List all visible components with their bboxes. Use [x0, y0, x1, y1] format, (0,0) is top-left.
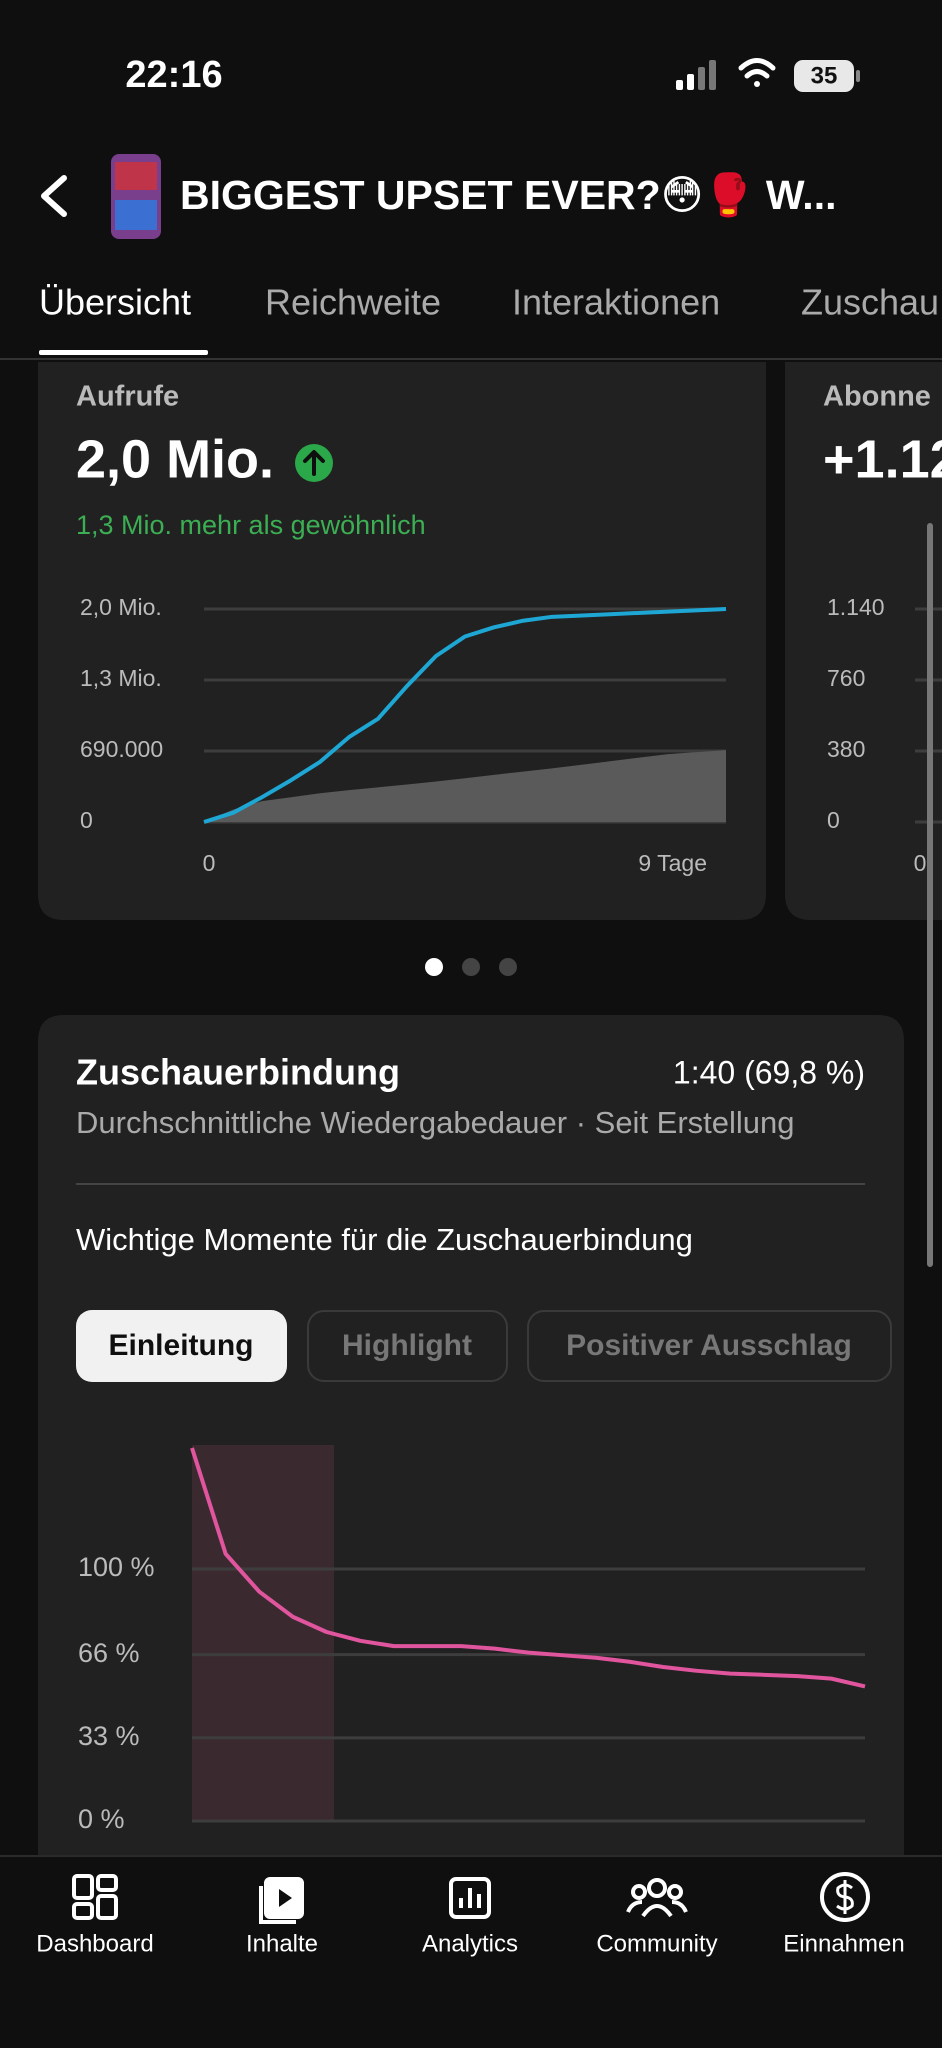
card-subtitle: Durchschnittliche Wiedergabedauer · Seit… — [76, 1105, 795, 1140]
y-tick-label: 66 % — [78, 1638, 140, 1668]
nav-icons — [72, 1872, 870, 1924]
tab-indicator — [39, 350, 208, 355]
views-chart: 0 690.000 1,3 Mio. 2,0 Mio. 0 9 Tage — [80, 594, 727, 876]
retention-line — [190, 1447, 866, 1689]
dashboard-icon[interactable] — [72, 1874, 94, 1900]
y-tick-label: 0 — [80, 807, 93, 833]
card-title: Zuschauerbindung — [76, 1052, 400, 1093]
chip[interactable] — [527, 1310, 892, 1382]
intro-highlight — [192, 1445, 334, 1821]
chip-label[interactable]: Positiver Ausschlag — [566, 1329, 852, 1362]
y-tick-label: 2,0 Mio. — [80, 594, 162, 620]
wifi-icon — [738, 58, 776, 87]
nav-labels: Dashboard Inhalte Analytics Community Einnah… — [36, 1930, 904, 1957]
chip-label[interactable]: Einleitung — [109, 1329, 254, 1362]
video-title: BIGGEST UPSET EVER?😳🥊 W... — [180, 171, 836, 218]
y-tick-label: 380 — [827, 736, 865, 762]
tab[interactable]: Zuschau — [801, 282, 939, 323]
metric-value: +1.12 — [823, 429, 942, 489]
time: 22:16 — [125, 54, 222, 96]
metric-label: Abonne — [823, 381, 931, 413]
earnings-icon[interactable] — [820, 1872, 870, 1922]
tab[interactable]: Reichweite — [265, 282, 441, 323]
card-value: 1:40 (69,8 %) — [673, 1054, 865, 1090]
metric-note: 1,3 Mio. mehr als gewöhnlich — [76, 510, 426, 540]
line — [203, 607, 727, 824]
y-tick-label: 1,3 Mio. — [80, 665, 162, 691]
page-dot[interactable] — [499, 958, 517, 976]
battery-icon — [794, 60, 854, 92]
metric-label: Aufrufe — [76, 381, 179, 413]
trend-arrow — [303, 450, 325, 476]
thumbnail-detail — [115, 162, 157, 190]
y-tick-label: 100 % — [78, 1552, 155, 1582]
x-tick-label: 9 Tage — [638, 850, 707, 876]
community-icon[interactable] — [647, 1878, 667, 1898]
y-tick-label: 0 % — [78, 1804, 125, 1834]
page-dot[interactable] — [425, 958, 443, 976]
tab[interactable]: Übersicht — [39, 282, 191, 323]
x-tick-label: 0 — [914, 850, 927, 876]
analytics-icon[interactable] — [449, 1877, 491, 1919]
chip[interactable] — [307, 1310, 508, 1382]
battery-tip — [856, 70, 860, 82]
area — [204, 750, 726, 822]
signal-icon — [676, 60, 716, 90]
nav-label[interactable]: Community — [596, 1930, 717, 1957]
page-indicator — [425, 958, 517, 976]
y-tick-label: 0 — [827, 807, 840, 833]
nav-label[interactable]: Analytics — [422, 1930, 518, 1957]
scrollbar — [927, 523, 933, 1267]
y-tick-label: 33 % — [78, 1721, 140, 1751]
metric-value: 2,0 Mio. — [76, 429, 274, 489]
thumbnail-detail — [115, 200, 157, 230]
x-tick-label: 0 — [203, 850, 216, 876]
bottom-nav — [0, 1855, 942, 2048]
y-tick-label: 1.140 — [827, 594, 885, 620]
nav-label[interactable]: Dashboard — [36, 1930, 153, 1957]
back-button[interactable] — [41, 175, 67, 217]
nav-label[interactable]: Einnahmen — [783, 1930, 904, 1957]
section-title: Wichtige Momente für die Zuschauerbindun… — [76, 1222, 693, 1257]
tab[interactable]: Interaktionen — [512, 282, 720, 323]
subscribers-card[interactable] — [785, 362, 942, 920]
chip-selected[interactable] — [76, 1310, 287, 1382]
battery-level: 35 — [811, 62, 838, 89]
y-tick-label: 760 — [827, 665, 865, 691]
page-dot[interactable] — [462, 958, 480, 976]
retention-chart: 0 % 33 % 66 % 100 % — [78, 1447, 866, 1834]
nav-label[interactable]: Inhalte — [246, 1930, 318, 1957]
chip-label[interactable]: Highlight — [342, 1329, 472, 1362]
y-tick-label: 690.000 — [80, 736, 163, 762]
